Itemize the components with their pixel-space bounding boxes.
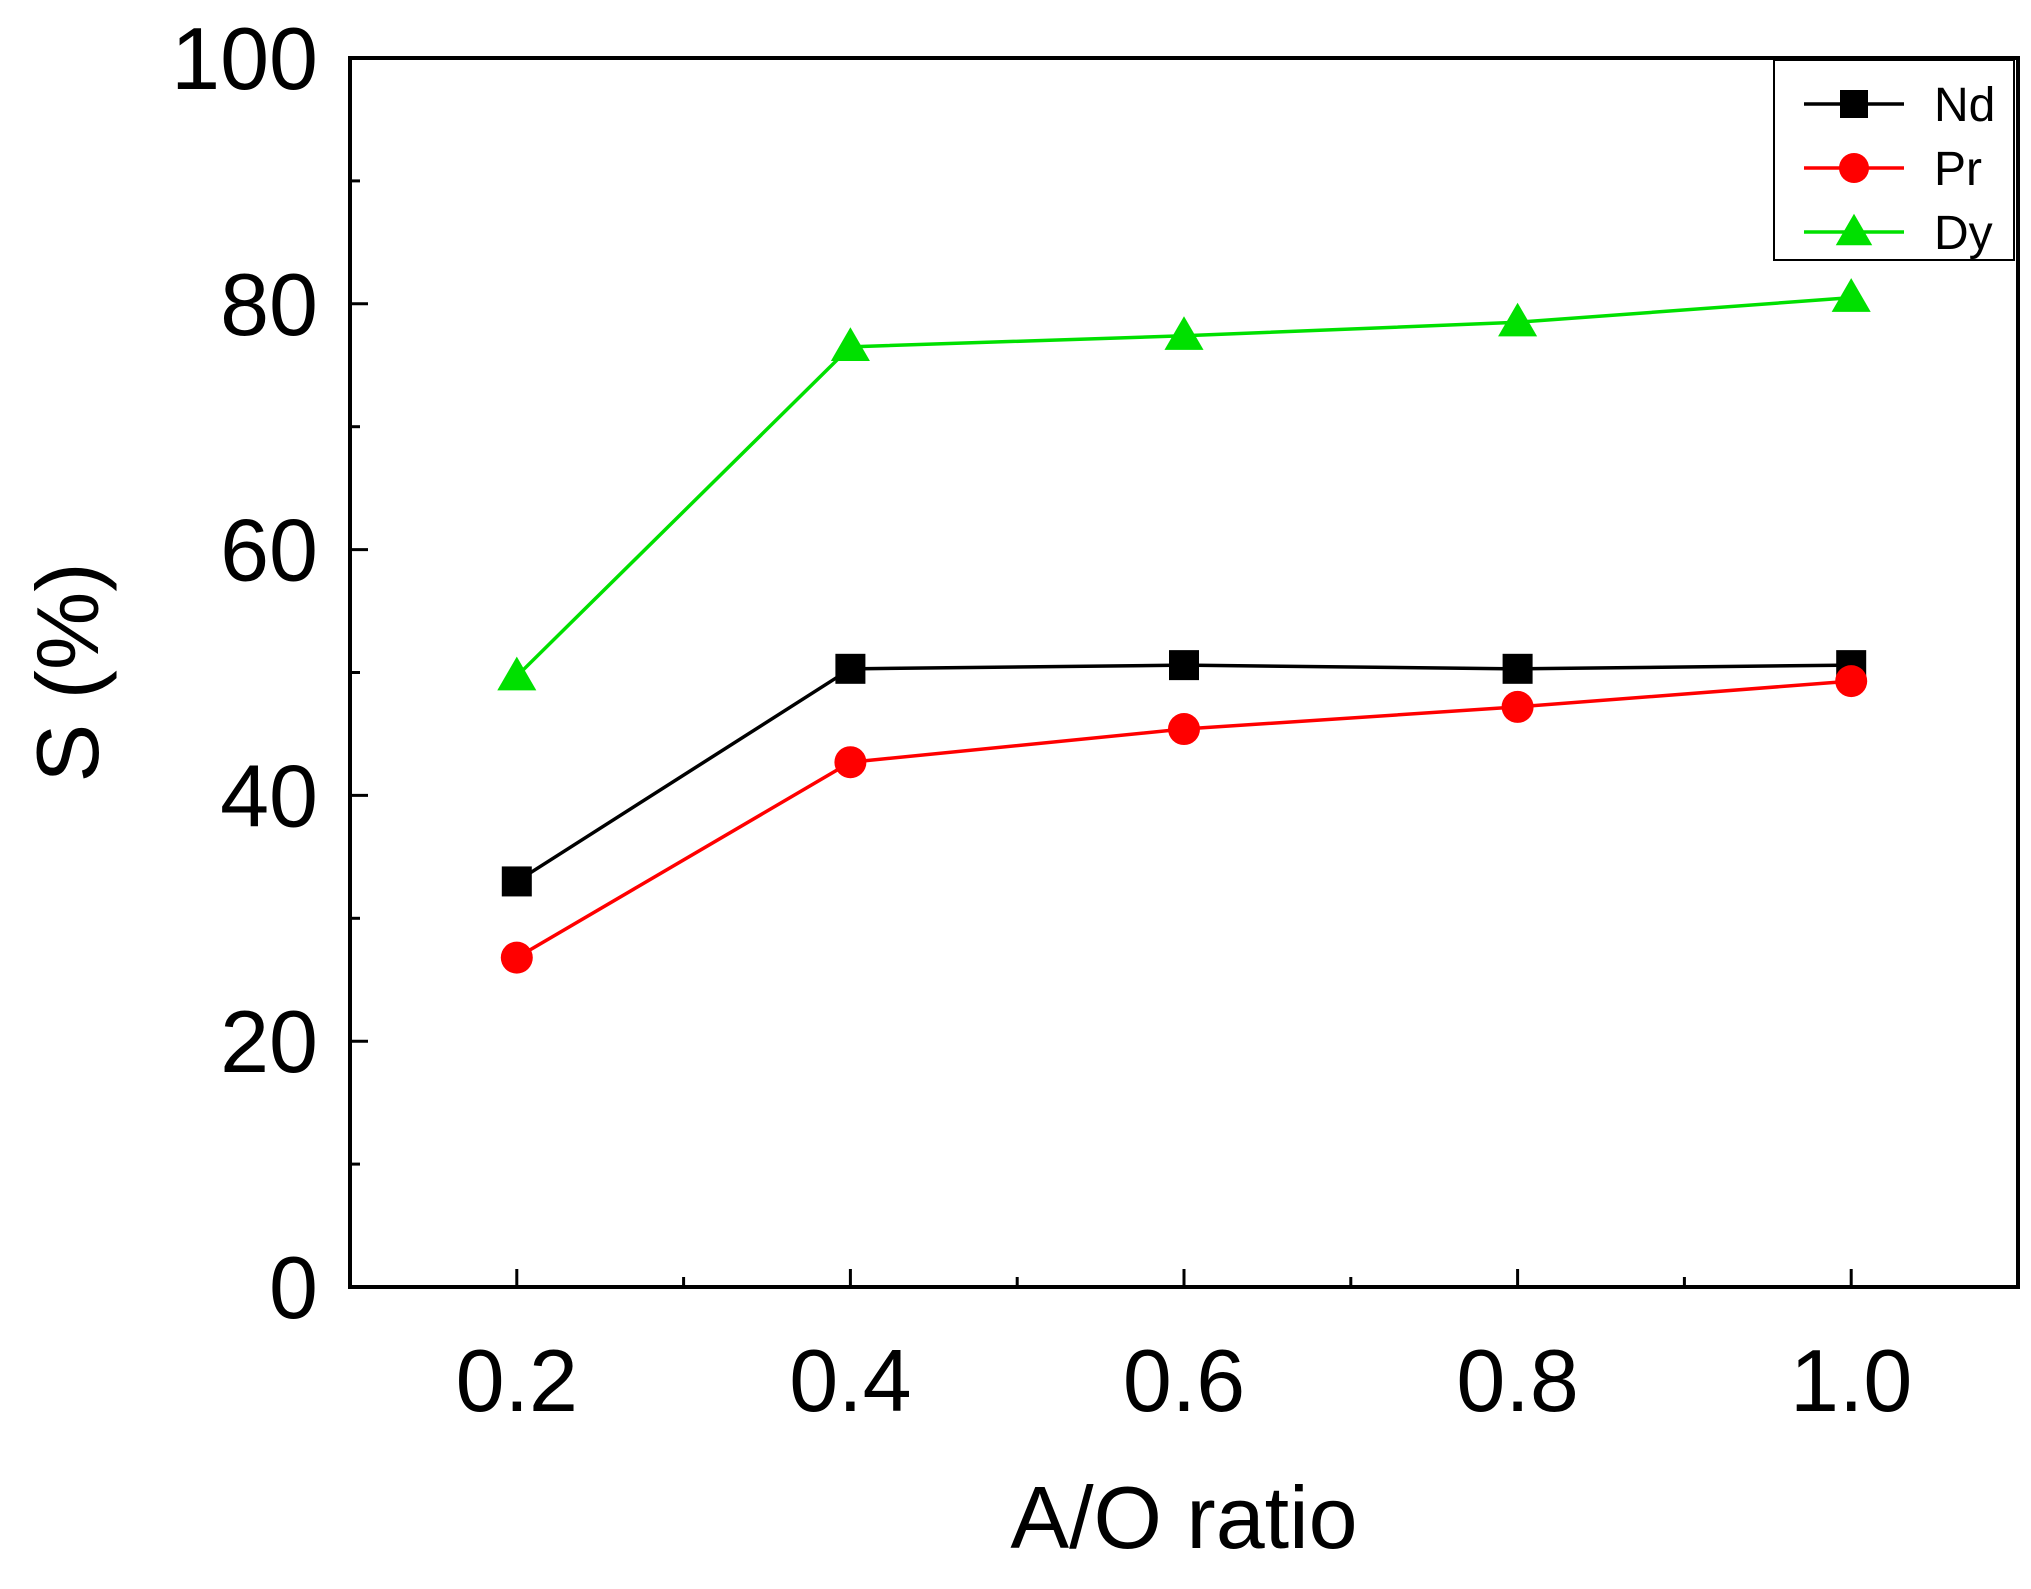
x-axis-title: A/O ratio <box>1010 1468 1357 1567</box>
legend-label-pr: Pr <box>1934 143 1982 196</box>
data-point-dy <box>830 327 870 361</box>
legend-marker-dy <box>1835 213 1873 246</box>
data-point-pr <box>1501 690 1534 723</box>
data-point-nd <box>501 866 532 897</box>
tick-labels: 0 20 40 60 80 100 0.2 0.4 0.6 0.8 1.0 <box>171 9 1912 1430</box>
data-point-pr <box>1168 713 1200 746</box>
series-dy <box>497 278 1871 691</box>
data-point-pr <box>1835 665 1868 698</box>
data-point-pr <box>500 941 533 974</box>
x-tick-label: 0.2 <box>456 1331 578 1430</box>
legend-label-nd: Nd <box>1934 79 1995 132</box>
legend: Nd Pr Dy <box>1773 59 2015 261</box>
tick-marks <box>350 56 1853 1289</box>
y-tick-label: 40 <box>220 746 318 845</box>
y-axis-title: S (%) <box>18 563 117 783</box>
series-pr <box>500 665 1868 974</box>
x-tick-label: 0.8 <box>1456 1331 1578 1430</box>
x-tick-label: 0.6 <box>1123 1331 1245 1430</box>
series-line-dy <box>515 295 1852 678</box>
data-point-dy <box>1164 316 1204 350</box>
data-point-nd <box>835 653 866 684</box>
y-tick-label: 60 <box>220 501 318 600</box>
data-point-nd <box>1169 650 1199 681</box>
legend-label-dy: Dy <box>1934 207 1993 260</box>
legend-box <box>1773 59 2015 261</box>
legend-marker-nd <box>1840 90 1868 118</box>
legend-marker-pr <box>1839 153 1869 183</box>
y-tick-label: 20 <box>220 992 318 1091</box>
data-point-pr <box>834 746 867 779</box>
data-point-nd <box>1502 653 1533 684</box>
data-point-dy <box>497 656 537 691</box>
data-point-dy <box>1831 278 1871 312</box>
y-tick-label: 0 <box>269 1238 318 1337</box>
y-tick-label: 100 <box>171 9 318 108</box>
data-point-dy <box>1498 302 1538 337</box>
x-tick-label: 0.4 <box>789 1331 911 1430</box>
y-tick-label: 80 <box>220 255 318 354</box>
series-nd <box>501 650 1867 897</box>
x-tick-label: 1.0 <box>1790 1331 1912 1430</box>
series-group <box>497 278 1871 974</box>
